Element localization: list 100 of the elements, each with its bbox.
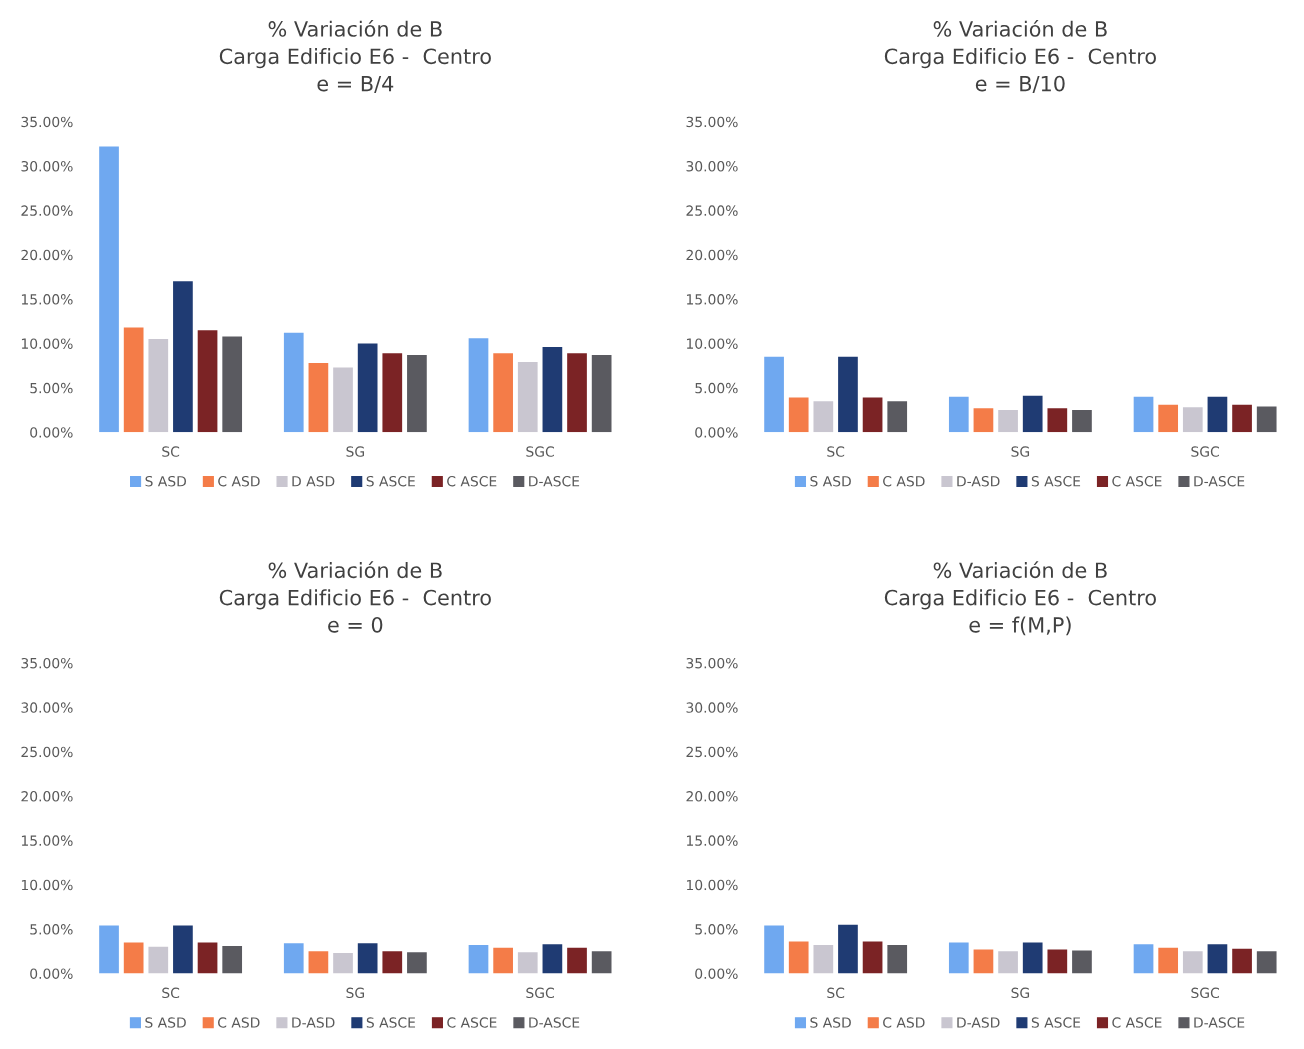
legend-label: D-ASCE: [1194, 475, 1245, 487]
legend-label: S ASCE: [366, 475, 415, 487]
legend-label: C ASD: [218, 1017, 260, 1028]
bar: [887, 945, 908, 974]
y-tick-label: 5.00%: [30, 924, 73, 935]
bar: [1047, 408, 1068, 433]
chart-title: % Variación de B Carga Edificio E6 - Centro e = B/10: [884, 19, 1156, 94]
bar: [1133, 396, 1154, 433]
bar: [1256, 951, 1277, 974]
bar: [1182, 951, 1203, 974]
legend-label: C ASD: [883, 1017, 925, 1028]
legend-label: D-ASD: [957, 475, 1000, 487]
chart-title: % Variación de B Carga Edificio E6 - Centro e = 0: [219, 561, 491, 633]
bar: [973, 408, 994, 433]
y-tick-label: 15.00%: [686, 835, 738, 846]
bar: [493, 947, 513, 974]
bar: [173, 281, 193, 433]
y-tick-label: 35.00%: [21, 116, 73, 128]
bar: [222, 336, 243, 433]
legend-label: D-ASCE: [1194, 1017, 1245, 1028]
bar: [1182, 407, 1203, 433]
legend-label: S ASD: [810, 475, 851, 487]
y-tick-label: 15.00%: [21, 835, 73, 846]
bar: [1232, 948, 1252, 974]
y-tick-label: 30.00%: [686, 702, 738, 713]
legend-label: C ASD: [218, 475, 260, 487]
bar: [973, 949, 994, 974]
y-tick-label: 10.00%: [686, 879, 738, 891]
y-tick-label: 20.00%: [21, 791, 73, 802]
y-tick-label: 25.00%: [686, 746, 738, 758]
y-tick-label: 20.00%: [686, 249, 738, 261]
legend-label: D-ASD: [957, 1017, 1000, 1028]
bar: [1047, 949, 1068, 974]
bar: [173, 925, 193, 974]
bar: [283, 332, 304, 433]
x-tick-label: SC: [162, 987, 180, 999]
bar: [813, 401, 834, 433]
y-tick-label: 20.00%: [21, 249, 73, 261]
bar: [591, 951, 612, 974]
y-tick-label: 35.00%: [686, 116, 738, 128]
y-tick-label: 20.00%: [686, 791, 738, 802]
legend-label: S ASCE: [1031, 1017, 1081, 1028]
legend-label: D ASD: [292, 475, 335, 487]
bar: [197, 330, 218, 433]
bar: [1133, 944, 1154, 974]
bar: [222, 945, 243, 974]
y-tick-label: 15.00%: [686, 294, 738, 305]
bar: [517, 952, 538, 974]
y-tick-label: 0.00%: [30, 427, 73, 438]
bar: [998, 951, 1018, 974]
bar: [764, 356, 784, 433]
legend-label: D-ASCE: [529, 475, 580, 487]
bar: [357, 343, 378, 433]
legend-label: S ASCE: [1031, 475, 1081, 487]
bar: [1158, 404, 1179, 433]
bar: [788, 941, 809, 974]
bar: [567, 353, 587, 433]
legend-label: D-ASD: [292, 1017, 335, 1028]
bar: [1158, 947, 1179, 974]
y-tick-label: 35.00%: [686, 657, 738, 669]
bar: [197, 942, 218, 974]
bar: [862, 941, 883, 974]
x-tick-label: SGC: [526, 446, 554, 457]
y-tick-label: 25.00%: [686, 205, 738, 216]
y-tick-label: 30.00%: [686, 161, 738, 172]
x-tick-label: SC: [827, 446, 845, 457]
bar: [99, 146, 119, 433]
bar: [1022, 942, 1043, 974]
y-tick-label: 5.00%: [30, 382, 73, 394]
y-tick-label: 10.00%: [21, 338, 73, 349]
bar: [764, 925, 784, 974]
legend-label: S ASD: [145, 1017, 186, 1028]
y-tick-label: 10.00%: [21, 879, 73, 891]
bar: [517, 362, 538, 433]
y-tick-label: 0.00%: [695, 427, 738, 438]
bar: [99, 925, 119, 974]
x-tick-label: SC: [162, 446, 180, 457]
y-tick-label: 25.00%: [21, 746, 73, 758]
y-tick-label: 30.00%: [21, 161, 73, 172]
bar: [468, 338, 489, 433]
bar: [862, 397, 883, 433]
x-tick-label: SGC: [1191, 446, 1219, 457]
bar: [148, 339, 169, 433]
bar: [1207, 944, 1228, 974]
bar: [788, 397, 809, 433]
bar: [838, 356, 858, 433]
bar: [333, 953, 353, 974]
legend-label: D-ASCE: [529, 1017, 580, 1028]
bar: [333, 367, 353, 433]
bar: [407, 952, 427, 974]
bar: [838, 924, 858, 974]
x-tick-label: SC: [827, 987, 845, 999]
bar: [308, 362, 329, 433]
bar: [308, 951, 329, 974]
legend-label: C ASCE: [447, 475, 497, 487]
bar: [123, 327, 144, 433]
y-tick-label: 5.00%: [695, 382, 738, 394]
y-tick-label: 5.00%: [695, 924, 738, 935]
legend-label: C ASCE: [447, 1017, 497, 1028]
bar: [148, 946, 169, 974]
